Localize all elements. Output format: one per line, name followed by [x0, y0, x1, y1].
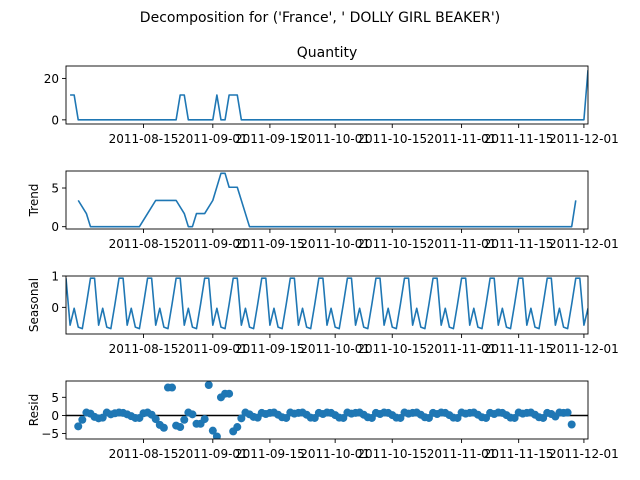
resid-point [453, 413, 462, 422]
x-tick-label-seasonal: 2011-09-15 [235, 342, 305, 356]
series-line-trend [77, 172, 577, 228]
y-axis-label-resid: Resid [27, 394, 41, 426]
x-tick-label-trend: 2011-11-15 [484, 237, 554, 251]
axes-frame-seasonal [65, 275, 589, 335]
x-tick-label-resid: 2011-10-15 [357, 447, 427, 461]
resid-point [78, 415, 87, 424]
plot-area-trend [77, 172, 577, 228]
plot-area-seasonal [66, 277, 588, 330]
x-tick-label-seasonal: 2011-08-15 [109, 342, 179, 356]
resid-point [180, 415, 189, 424]
x-tick-label-resid: 2011-09-01 [178, 447, 248, 461]
resid-point [74, 422, 83, 431]
resid-point [200, 415, 209, 424]
x-tick-label-trend: 2011-11-01 [427, 237, 497, 251]
y-tick-label-trend: 5 [51, 182, 59, 196]
x-tick-label-resid: 2011-11-01 [427, 447, 497, 461]
x-tick-label-trend: 2011-09-01 [178, 237, 248, 251]
resid-point [188, 410, 197, 419]
figure-suptitle: Decomposition for ('France', ' DOLLY GIR… [140, 10, 500, 26]
series-line-seasonal [66, 277, 588, 330]
resid-point [176, 423, 185, 432]
x-tick-label-resid: 2011-09-15 [235, 447, 305, 461]
y-tick-label-resid: 0 [51, 409, 59, 423]
x-tick-label-observed: 2011-09-01 [178, 132, 248, 146]
resid-point [396, 413, 405, 422]
y-tick-label-seasonal: 1 [51, 270, 59, 284]
resid-point [204, 381, 213, 389]
x-tick-label-seasonal: 2011-10-15 [357, 342, 427, 356]
resid-point [225, 389, 234, 398]
y-tick-label-trend: 0 [51, 220, 59, 234]
x-tick-label-trend: 2011-08-15 [109, 237, 179, 251]
panel-title-observed: Quantity [297, 45, 358, 61]
resid-point [212, 432, 221, 439]
y-tick-label-seasonal: 0 [51, 301, 59, 315]
x-tick-label-observed: 2011-08-15 [109, 132, 179, 146]
x-tick-label-observed: 2011-10-01 [300, 132, 370, 146]
x-tick-label-seasonal: 2011-10-01 [300, 342, 370, 356]
y-tick-label-observed: 0 [51, 113, 59, 127]
x-tick-label-seasonal: 2011-11-01 [427, 342, 497, 356]
x-tick-label-trend: 2011-10-01 [300, 237, 370, 251]
resid-point [233, 423, 242, 432]
resid-point [567, 420, 576, 429]
resid-point [159, 423, 168, 432]
panel-observed: Quantity 0 20 2011-08-15 2011-09-012011-09-1… [44, 45, 619, 146]
axes-frame-resid [65, 380, 589, 440]
x-tick-label-seasonal: 2011-09-01 [178, 342, 248, 356]
y-axis-label-trend: Trend [27, 184, 41, 218]
y-tick-label-resid: 5 [51, 391, 59, 405]
resid-point [168, 383, 177, 392]
x-tick-label-resid: 2011-10-01 [300, 447, 370, 461]
x-tick-label-observed: 2011-11-15 [484, 132, 554, 146]
x-tick-label-resid: 2011-11-15 [484, 447, 554, 461]
x-tick-label-observed: 2011-09-15 [235, 132, 305, 146]
x-tick-label-observed: 2011-10-15 [357, 132, 427, 146]
x-tick-label-trend: 2011-09-15 [235, 237, 305, 251]
x-tick-label-observed: 2011-11-01 [427, 132, 497, 146]
y-tick-label-resid: −5 [41, 427, 59, 441]
x-tick-label-trend: 2011-12-01 [549, 237, 619, 251]
plot-area-resid [74, 381, 576, 439]
x-tick-label-resid: 2011-12-01 [549, 447, 619, 461]
resid-point [237, 414, 246, 423]
resid-point [208, 426, 217, 435]
panel-seasonal: Seasonal 0 1 2011-08-15 2011-09-012011-09-15… [27, 270, 619, 357]
resid-point [510, 413, 519, 422]
x-tick-label-resid: 2011-08-15 [109, 447, 179, 461]
resid-point [339, 413, 348, 422]
y-tick-label-observed: 20 [44, 72, 59, 86]
x-tick-label-seasonal: 2011-11-15 [484, 342, 554, 356]
resid-point [282, 413, 291, 422]
resid-point [151, 415, 160, 424]
y-axis-label-seasonal: Seasonal [27, 278, 41, 332]
plot-area-observed [70, 70, 588, 121]
axes-frame-trend [65, 170, 589, 230]
x-tick-label-trend: 2011-10-15 [357, 237, 427, 251]
resid-point [563, 408, 572, 417]
series-line-observed [70, 70, 588, 121]
axes-frame-observed [65, 65, 589, 125]
x-tick-label-seasonal: 2011-12-01 [549, 342, 619, 356]
x-tick-label-observed: 2011-12-01 [549, 132, 619, 146]
